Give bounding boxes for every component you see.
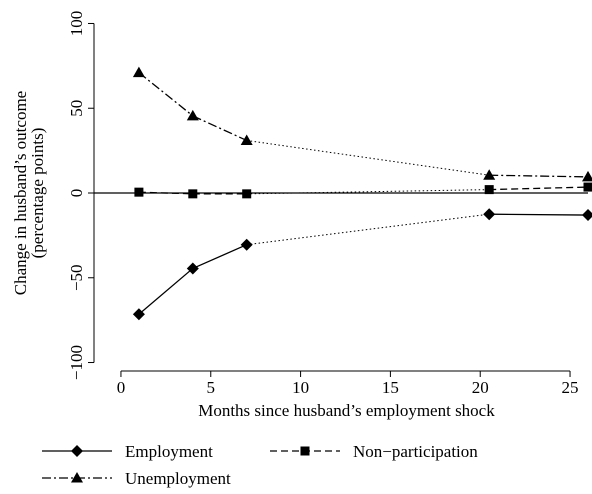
legend-item-square: Non−participation <box>270 442 478 461</box>
data-point-square <box>484 185 494 195</box>
series-line-segment <box>489 174 589 178</box>
legend-label: Non−participation <box>353 442 478 461</box>
legend-item-diamond: Employment <box>42 442 213 461</box>
x-tick-label: 0 <box>117 378 126 397</box>
x-tick-label: 20 <box>472 378 489 397</box>
data-point-triangle <box>582 170 592 182</box>
legend: Employment Non−participation Unemployment <box>42 442 478 488</box>
x-axis-title: Months since husband’s employment shock <box>198 401 495 420</box>
data-point-diamond <box>186 262 199 275</box>
data-point-diamond <box>582 209 592 222</box>
y-tick-label: 50 <box>67 100 86 117</box>
legend-marker-triangle <box>71 472 83 483</box>
x-tick-label: 10 <box>292 378 309 397</box>
series-square <box>134 182 592 199</box>
series-diamond <box>132 208 592 321</box>
data-point-triangle <box>483 169 496 180</box>
series-line-segment <box>489 213 589 216</box>
x-tick-label: 15 <box>382 378 399 397</box>
y-axis-title-line1: Change in husband’s outcome <box>11 91 30 295</box>
data-point-square <box>188 189 198 199</box>
data-point-diamond <box>483 208 496 221</box>
series-triangle <box>132 66 592 182</box>
data-point-square <box>583 182 592 192</box>
y-tick-label: 0 <box>67 189 86 198</box>
series-line-segment <box>138 72 194 117</box>
y-axis-title-line2: (percentage points) <box>28 128 47 259</box>
data-point-diamond <box>240 238 253 251</box>
series-line-segment <box>192 115 247 142</box>
y-tick-label: −50 <box>67 264 86 291</box>
series-layer <box>132 66 592 321</box>
data-point-triangle <box>240 134 253 145</box>
legend-marker-square <box>300 446 310 456</box>
legend-item-triangle: Unemployment <box>42 469 231 488</box>
y-tick-label: −100 <box>67 345 86 380</box>
series-line-segment <box>138 267 194 315</box>
legend-label: Unemployment <box>125 469 231 488</box>
series-line-segment <box>138 191 193 195</box>
data-point-square <box>134 187 144 197</box>
axes: −100 −50 0 50 100 0 5 10 15 20 25 Months since husb… <box>11 11 588 420</box>
data-point-diamond <box>132 308 145 321</box>
x-tick-label: 25 <box>562 378 579 397</box>
data-point-triangle <box>132 66 145 78</box>
y-tick-label: 100 <box>67 11 86 36</box>
series-line-segment <box>489 186 589 191</box>
series-bridge-segment <box>246 139 490 176</box>
series-line-segment <box>192 244 247 270</box>
data-point-triangle <box>186 109 199 121</box>
series-bridge-segment <box>246 189 490 195</box>
x-tick-label: 5 <box>207 378 216 397</box>
data-point-square <box>242 189 252 199</box>
legend-marker-diamond <box>71 445 83 457</box>
series-bridge-segment <box>246 213 490 246</box>
legend-label: Employment <box>125 442 213 461</box>
